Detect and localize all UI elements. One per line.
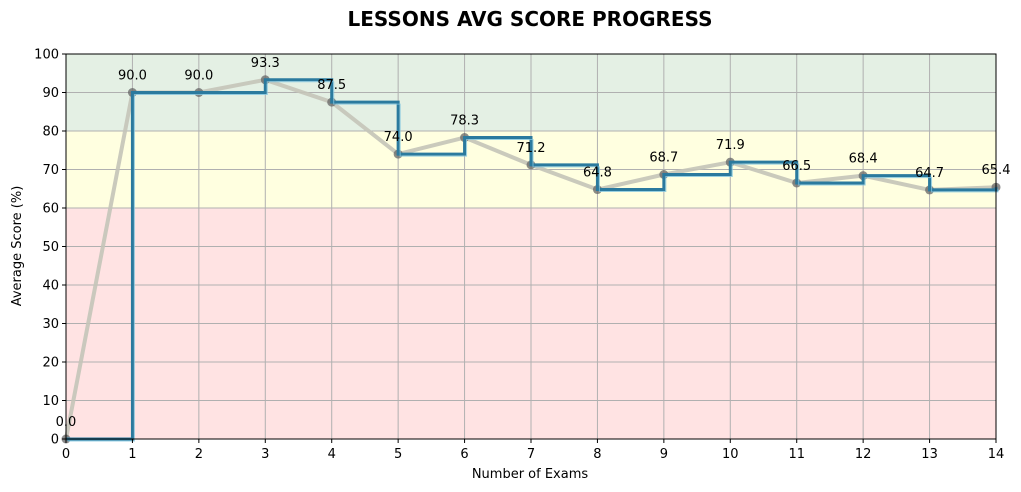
- x-tick-label: 0: [62, 447, 70, 462]
- x-tick-label: 12: [855, 447, 872, 462]
- y-tick-label: 90: [42, 86, 59, 101]
- data-label: 71.9: [716, 138, 745, 153]
- data-label: 65.4: [982, 163, 1011, 178]
- data-label: 74.0: [384, 130, 413, 145]
- y-tick-label: 60: [42, 202, 59, 217]
- data-label: 90.0: [184, 69, 213, 84]
- data-label: 93.3: [251, 56, 280, 71]
- x-axis-label: Number of Exams: [472, 467, 589, 482]
- x-tick-label: 5: [394, 447, 402, 462]
- x-tick-label: 9: [660, 447, 668, 462]
- y-tick-label: 80: [42, 125, 59, 140]
- data-label: 68.4: [849, 152, 878, 167]
- step-line-shadow: [68, 81, 999, 442]
- x-tick-label: 6: [460, 447, 468, 462]
- y-tick-label: 100: [34, 48, 59, 63]
- y-axis-label: Average Score (%): [10, 186, 25, 307]
- series-layer: [61, 75, 1001, 444]
- x-tick-label: 3: [261, 447, 269, 462]
- step-line: [66, 78, 998, 441]
- y-tick-label: 70: [42, 163, 59, 178]
- y-tick-label: 30: [42, 317, 59, 332]
- data-label: 64.8: [583, 166, 612, 181]
- y-tick-label: 20: [42, 356, 59, 371]
- x-tick-label: 7: [527, 447, 535, 462]
- y-tick-label: 0: [51, 433, 59, 448]
- x-tick-label: 4: [328, 447, 336, 462]
- data-label: 71.2: [517, 141, 546, 156]
- data-labels: 0.0 90.0 90.0 93.3 87.5 74.0 78.3 71.2 64.8 68.7 7…: [56, 56, 1011, 430]
- data-label: 87.5: [317, 78, 346, 93]
- x-tick-label: 2: [195, 447, 203, 462]
- x-tick-label: 11: [788, 447, 805, 462]
- ticks: 0 1 2 3 4 5 6 7 8 9 10 11 12 13 1401020304050607080901…: [34, 48, 1004, 463]
- data-label: 0.0: [56, 415, 77, 430]
- x-tick-label: 10: [722, 447, 739, 462]
- data-label: 64.7: [915, 166, 944, 181]
- y-tick-label: 10: [42, 394, 59, 409]
- y-tick-label: 40: [42, 279, 59, 294]
- data-label: 66.5: [782, 159, 811, 174]
- data-label: 68.7: [649, 151, 678, 166]
- x-tick-label: 8: [593, 447, 601, 462]
- x-tick-label: 1: [128, 447, 136, 462]
- chart-title: LESSONS AVG SCORE PROGRESS: [348, 7, 713, 31]
- x-tick-label: 14: [988, 447, 1005, 462]
- data-label: 90.0: [118, 69, 147, 84]
- x-tick-label: 13: [921, 447, 938, 462]
- y-tick-label: 50: [42, 240, 59, 255]
- data-label: 78.3: [450, 114, 479, 129]
